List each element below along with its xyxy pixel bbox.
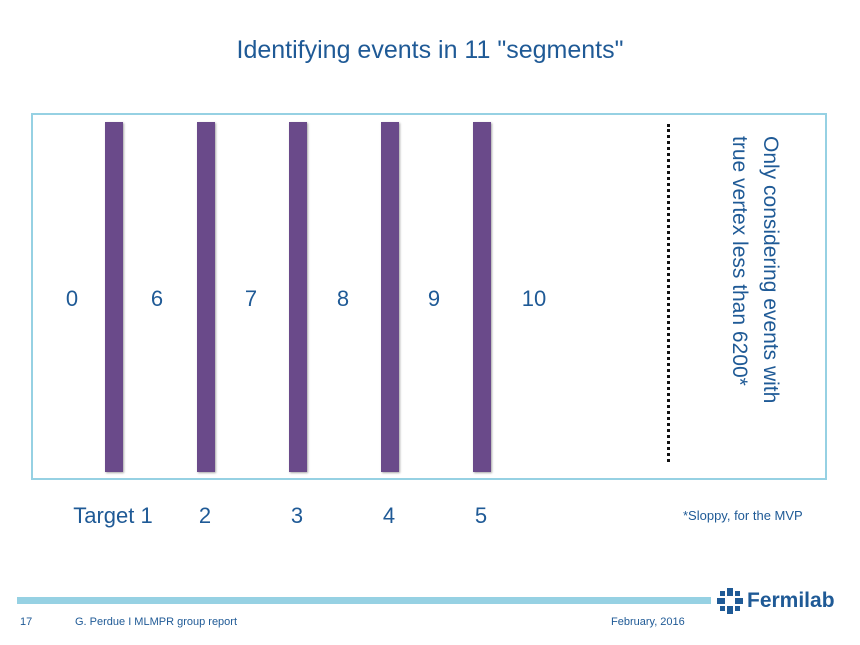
detector-frame — [31, 113, 827, 480]
slide-title: Identifying events in 11 "segments" — [236, 36, 624, 64]
target-label-5: 5 — [474, 503, 488, 528]
target-label-2: 2 — [198, 503, 212, 528]
page-number: 17 — [20, 616, 33, 628]
footer-date: February, 2016 — [611, 616, 685, 628]
target-bar-4 — [381, 122, 399, 472]
vertex-cut-note: Only considering events with true vertex … — [716, 136, 786, 456]
vertex-cut-note-line1: Only considering events with — [759, 136, 782, 404]
footer-author: G. Perdue I MLMPR group report — [75, 616, 238, 628]
fermilab-logo-text: Fermilab — [747, 589, 835, 612]
segment-label-6: 6 — [150, 286, 164, 311]
target-bar-1 — [105, 122, 123, 472]
target-bar-3 — [289, 122, 307, 472]
segment-label-8: 8 — [336, 286, 350, 311]
vertex-cut-note-line2: true vertex less than 6200* — [728, 136, 751, 386]
footnote: *Sloppy, for the MVP — [683, 508, 803, 523]
target-label-1: Target 1 — [73, 503, 153, 528]
target-bar-5 — [473, 122, 491, 472]
fermilab-logo: Fermilab — [717, 588, 835, 614]
segment-label-0: 0 — [65, 286, 79, 311]
target-bar-2 — [197, 122, 215, 472]
vertex-cut-line — [667, 124, 670, 462]
target-label-4: 4 — [382, 503, 396, 528]
target-label-3: 3 — [290, 503, 304, 528]
segment-label-9: 9 — [427, 286, 441, 311]
segment-label-7: 7 — [244, 286, 258, 311]
footer-bar — [17, 597, 711, 604]
fermilab-logo-icon — [717, 588, 743, 614]
segment-label-10: 10 — [521, 286, 547, 311]
